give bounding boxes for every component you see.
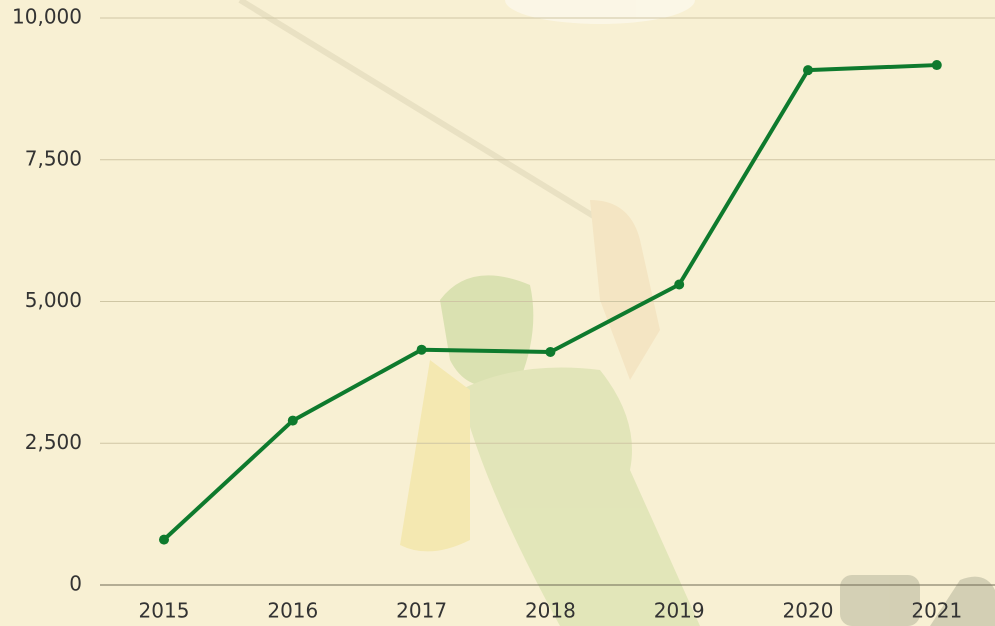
point: [417, 345, 427, 355]
x-tick-label: 2020: [783, 599, 834, 623]
x-tick-label: 2015: [139, 599, 190, 623]
y-tick-label: 5,000: [25, 288, 82, 312]
x-tick-label: 2017: [396, 599, 447, 623]
x-tick-label: 2021: [911, 599, 962, 623]
x-tick-label: 2016: [267, 599, 318, 623]
point: [932, 60, 942, 70]
point: [674, 279, 684, 289]
y-tick-label: 7,500: [25, 146, 82, 170]
y-tick-label: 0: [69, 572, 82, 596]
y-tick-label: 2,500: [25, 430, 82, 454]
x-tick-label: 2018: [525, 599, 576, 623]
y-tick-label: 10,000: [12, 5, 82, 29]
point: [288, 416, 298, 426]
point: [159, 535, 169, 545]
point: [545, 347, 555, 357]
x-tick-label: 2019: [654, 599, 705, 623]
chart: 0 2,500 5,000 7,500 10,000 2015 2016 2017 2018 20…: [0, 0, 995, 626]
point: [803, 65, 813, 75]
